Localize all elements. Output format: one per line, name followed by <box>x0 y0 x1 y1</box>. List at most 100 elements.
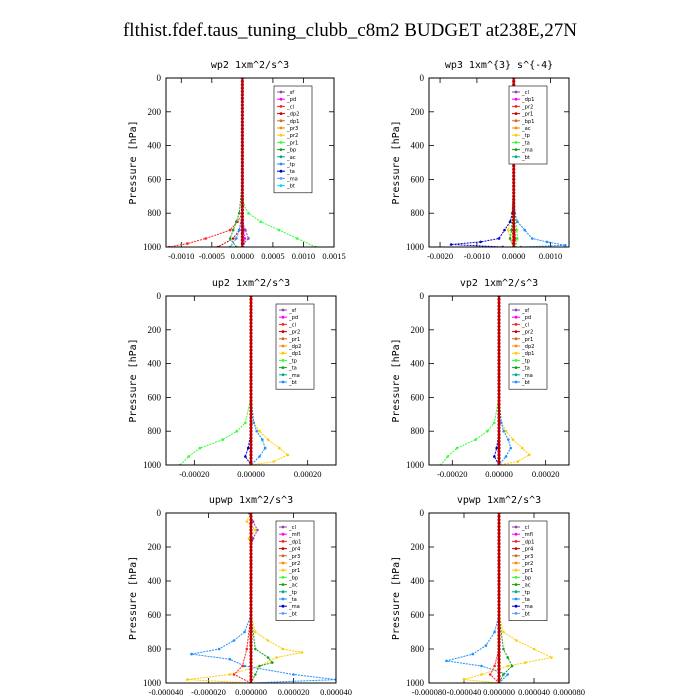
zero-profile-point <box>249 443 253 447</box>
zero-profile-point <box>249 395 253 399</box>
zero-profile-point <box>512 187 516 192</box>
legend-marker <box>281 373 285 377</box>
series-point <box>445 659 448 663</box>
panel-title: vp2 1xm^2/s^3 <box>460 278 538 289</box>
legend-marker <box>514 141 518 144</box>
zero-profile-point <box>497 321 501 325</box>
series-point <box>245 647 249 651</box>
zero-profile-point <box>240 103 244 107</box>
series-point <box>228 673 232 676</box>
x-tick-label: 0.000000 <box>235 687 267 697</box>
legend-label: _ac <box>286 155 296 161</box>
x-tick-label: -0.000020 <box>191 687 226 697</box>
zero-profile-point <box>497 525 501 529</box>
zero-profile-point <box>249 644 253 648</box>
zero-profile-point <box>249 382 253 386</box>
zero-profile-point <box>249 538 253 542</box>
series-point <box>228 237 232 240</box>
y-axis-label: Pressure [hPa] <box>128 338 139 422</box>
zero-profile-point <box>249 341 253 345</box>
x-tick-label: 0.00000 <box>485 469 513 479</box>
zero-profile-point <box>249 314 253 318</box>
panel-title: upwp 1xm^2/s^3 <box>209 495 293 506</box>
legend-marker <box>514 540 518 543</box>
zero-profile-point <box>497 657 501 661</box>
y-tick-label: 800 <box>148 426 162 436</box>
series-point <box>258 429 261 433</box>
zero-profile-point <box>512 225 516 229</box>
legend-marker <box>281 359 285 362</box>
zero-profile-point <box>240 164 244 168</box>
zero-profile-point <box>249 565 253 570</box>
x-tick-label: 0.0010 <box>292 251 315 261</box>
legend: _cl_dp1_pr2 _pr1_bp1_ac_tp_ta _ma_bt <box>508 85 548 165</box>
legend-marker <box>514 105 518 108</box>
zero-profile-point <box>240 228 244 232</box>
series-point <box>564 244 567 247</box>
zero-profile-point <box>512 231 516 236</box>
y-tick-label: 0 <box>157 291 162 301</box>
zero-profile-point <box>497 606 501 610</box>
series-point <box>266 438 270 441</box>
zero-profile-point <box>512 204 516 209</box>
legend-marker <box>514 590 518 594</box>
y-tick-label: 200 <box>411 542 425 552</box>
zero-profile-point <box>249 514 253 519</box>
zero-profile-point <box>497 307 501 312</box>
plot-frame <box>428 295 570 466</box>
legend-marker <box>514 554 518 558</box>
zero-profile-point <box>240 198 244 202</box>
legend-label: _bt <box>521 380 530 386</box>
legend-label: _pr4 <box>288 547 301 553</box>
zero-profile-point <box>497 623 501 627</box>
series-line-tp <box>250 296 266 465</box>
zero-profile-point <box>249 368 253 372</box>
zero-profile-point <box>240 187 244 192</box>
legend-label: _ta <box>288 597 297 603</box>
zero-profile-point <box>497 422 501 427</box>
legend-label: _tp <box>288 358 298 364</box>
legend-marker <box>514 373 518 377</box>
zero-profile-point <box>497 514 501 519</box>
chart-panel-5: upwp 1xm^2/s^3 Pressure [hPa] 0 200 400 600 80… <box>128 495 352 697</box>
legend-label: _ac <box>521 126 531 132</box>
zero-profile-point <box>249 521 253 525</box>
legend-label: _ma <box>521 604 533 610</box>
series-point <box>521 446 524 450</box>
x-tick-label: 0.000080 <box>553 687 585 697</box>
series-line-tp <box>191 513 336 683</box>
legend-label: _sf <box>521 308 529 314</box>
legend-marker <box>281 612 285 615</box>
series-point <box>508 237 512 240</box>
x-tick-label: 0.0000 <box>502 251 525 261</box>
series-point <box>277 228 281 232</box>
zero-profile-point <box>512 83 516 87</box>
legend-label: _dp1 <box>286 119 299 125</box>
zero-profile-point <box>240 133 244 138</box>
legend-marker <box>279 90 283 94</box>
zero-profile-point <box>249 324 253 329</box>
series-line-pr1 <box>440 296 500 465</box>
zero-profile-point <box>249 627 253 631</box>
zero-profile-point <box>249 664 253 668</box>
zero-profile-point <box>249 426 253 430</box>
zero-profile-point <box>497 582 501 587</box>
series-point <box>246 446 250 450</box>
zero-profile-point <box>512 191 516 195</box>
series-point <box>528 453 531 457</box>
zero-profile-point <box>497 637 501 641</box>
series-point <box>198 446 202 450</box>
x-tick-label: -0.0020 <box>427 251 453 261</box>
zero-profile-point <box>497 542 501 546</box>
zero-profile-point <box>249 674 253 678</box>
zero-profile-point <box>249 389 253 393</box>
series-point <box>251 520 255 523</box>
legend-marker <box>279 162 283 166</box>
legend-label: _sf <box>288 308 296 314</box>
series-point <box>504 455 508 458</box>
zero-profile-point <box>249 311 253 315</box>
legend-marker <box>514 525 518 529</box>
zero-profile-point <box>497 562 501 566</box>
x-tick-label: 0.000040 <box>518 687 550 697</box>
legend-label: _cl <box>288 525 296 531</box>
